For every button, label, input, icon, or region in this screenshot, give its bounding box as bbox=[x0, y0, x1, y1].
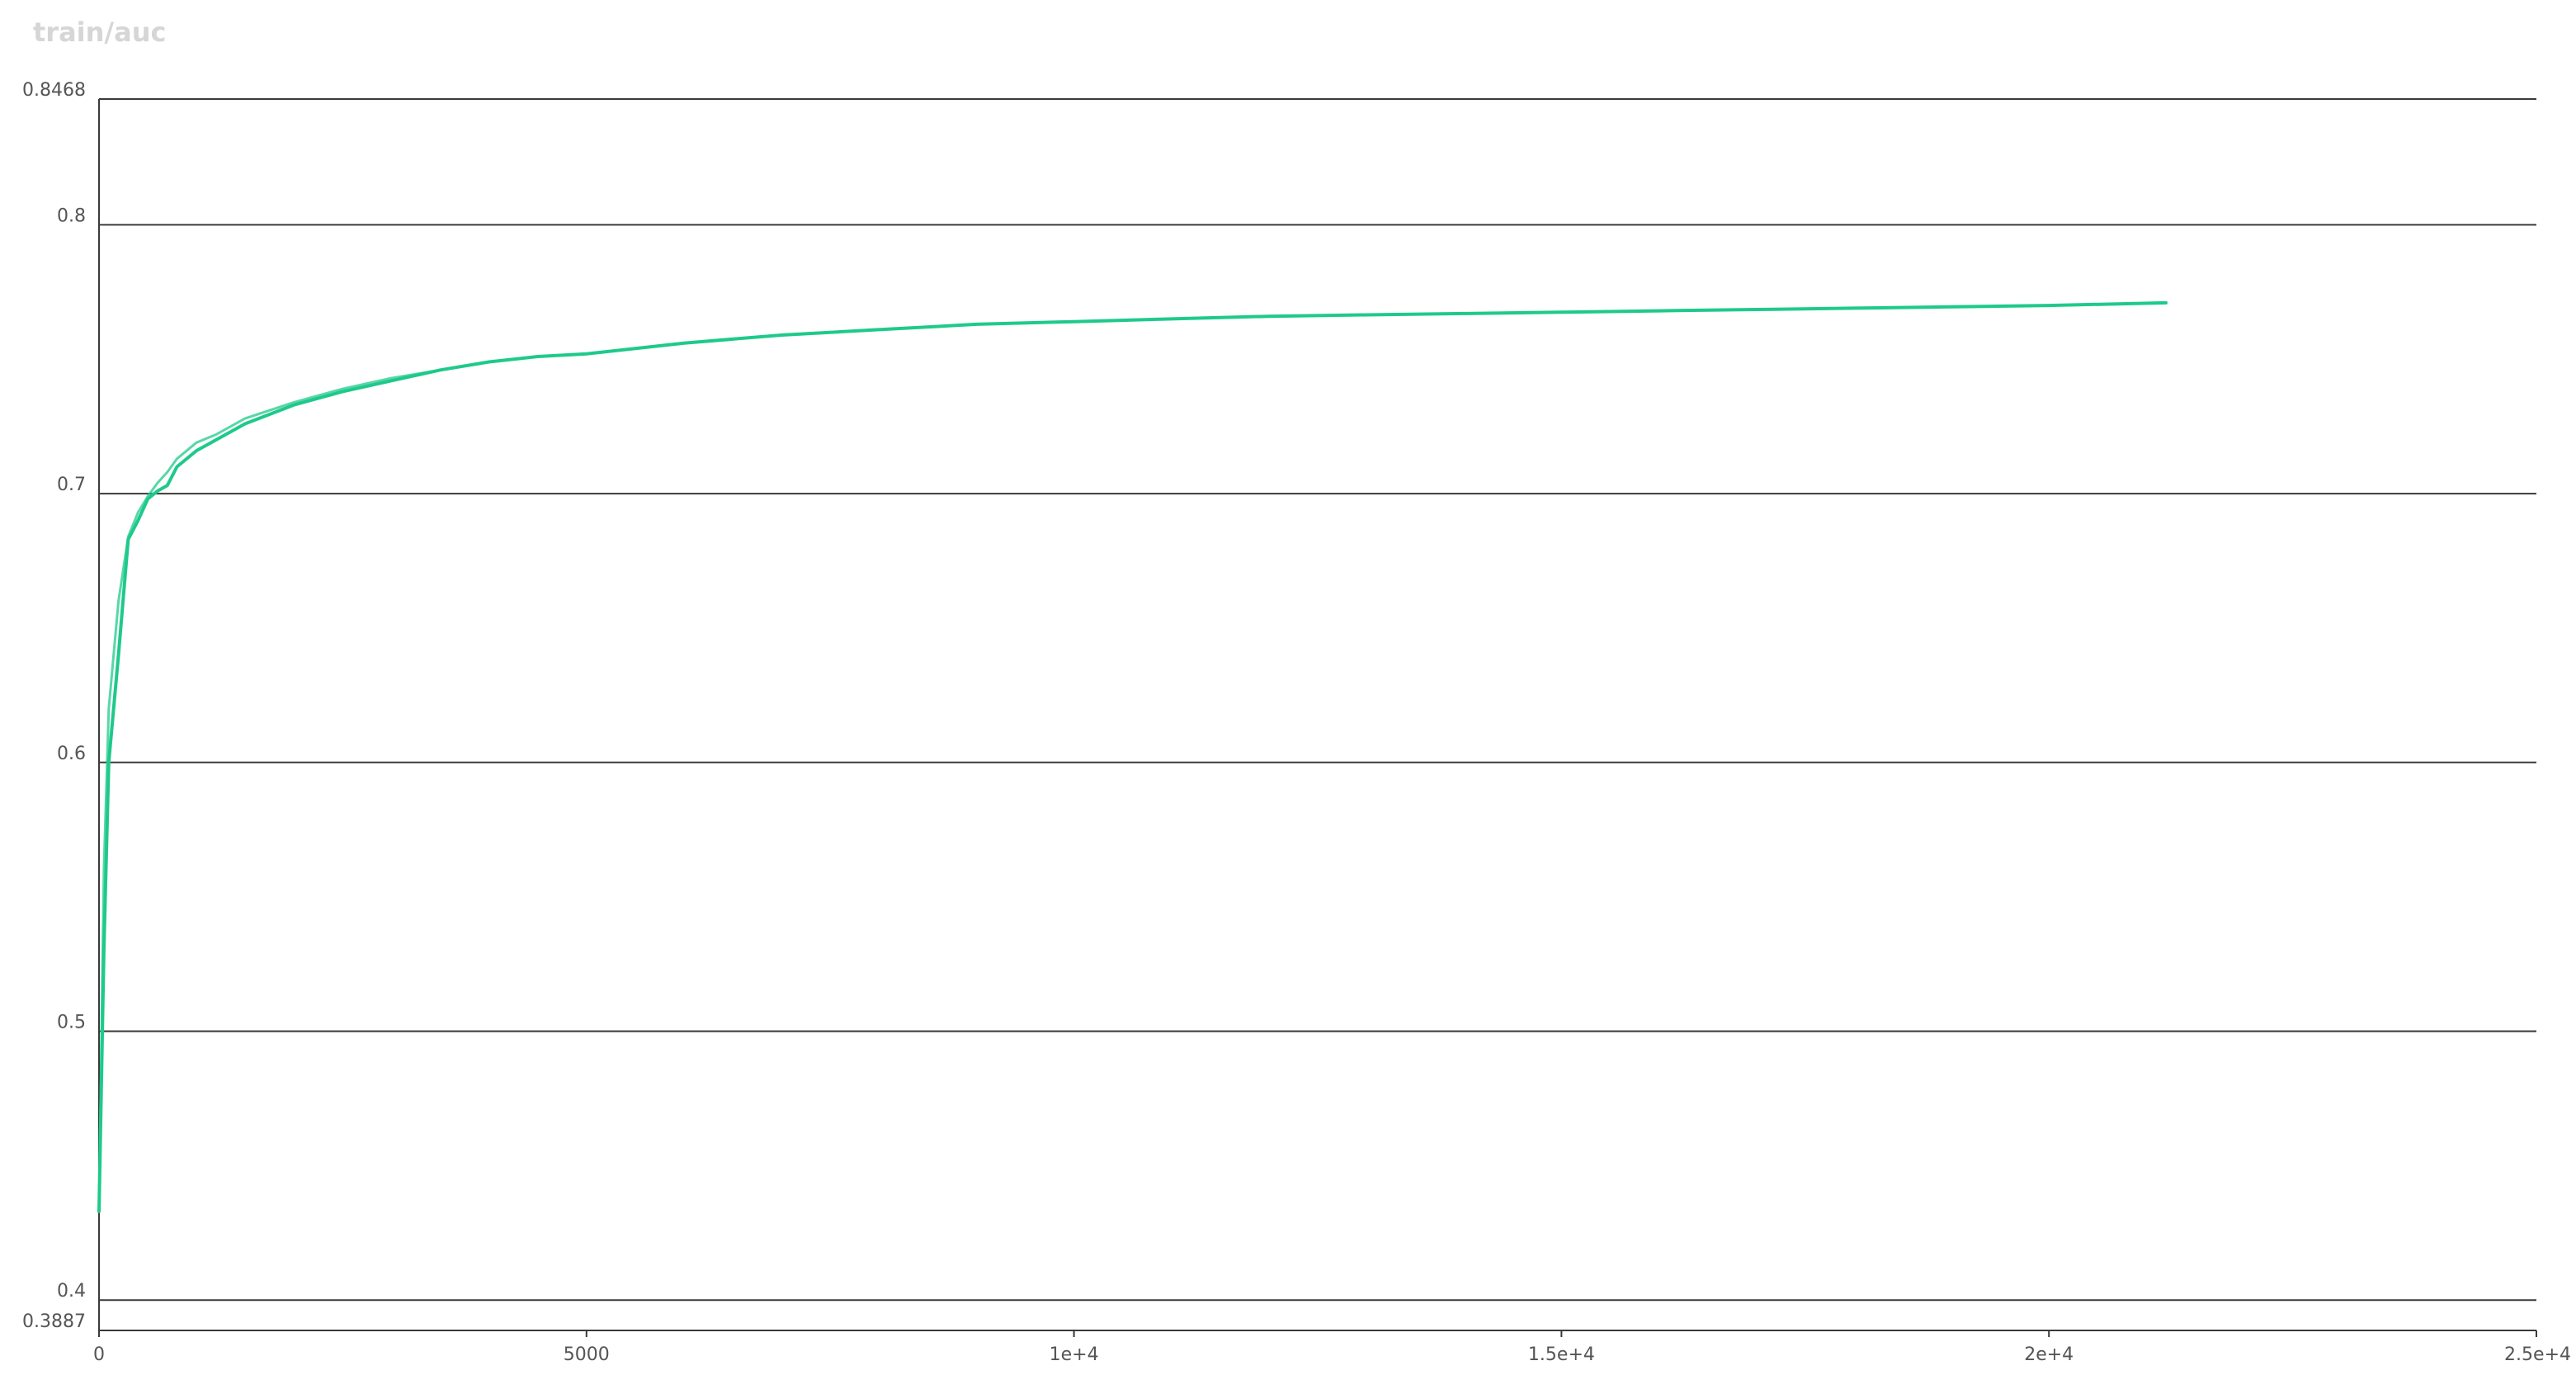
x-tick-label-3: 1.5e+4 bbox=[1528, 1344, 1595, 1365]
x-tick-label-5: 2.5e+4 bbox=[2504, 1344, 2571, 1365]
y-tick-label-0: 0.3887 bbox=[22, 1311, 86, 1332]
y-tick-label-2: 0.5 bbox=[57, 1013, 86, 1033]
y-tick-label-6: 0.8468 bbox=[22, 80, 86, 101]
series-line-1 bbox=[97, 301, 2168, 1213]
x-tick-label-2: 1e+4 bbox=[1050, 1344, 1099, 1365]
chart-title: train/auc bbox=[33, 17, 167, 48]
y-tick-label-3: 0.6 bbox=[57, 744, 86, 764]
y-tick-label-4: 0.7 bbox=[57, 475, 86, 495]
y-tick-label-5: 0.8 bbox=[57, 206, 86, 226]
x-tick-label-1: 5000 bbox=[564, 1344, 610, 1365]
series-line-0 bbox=[97, 300, 2168, 1213]
y-tick-label-1: 0.4 bbox=[57, 1281, 86, 1302]
x-tick-label-4: 2e+4 bbox=[2024, 1344, 2074, 1365]
x-tick-label-0: 0 bbox=[93, 1344, 105, 1365]
